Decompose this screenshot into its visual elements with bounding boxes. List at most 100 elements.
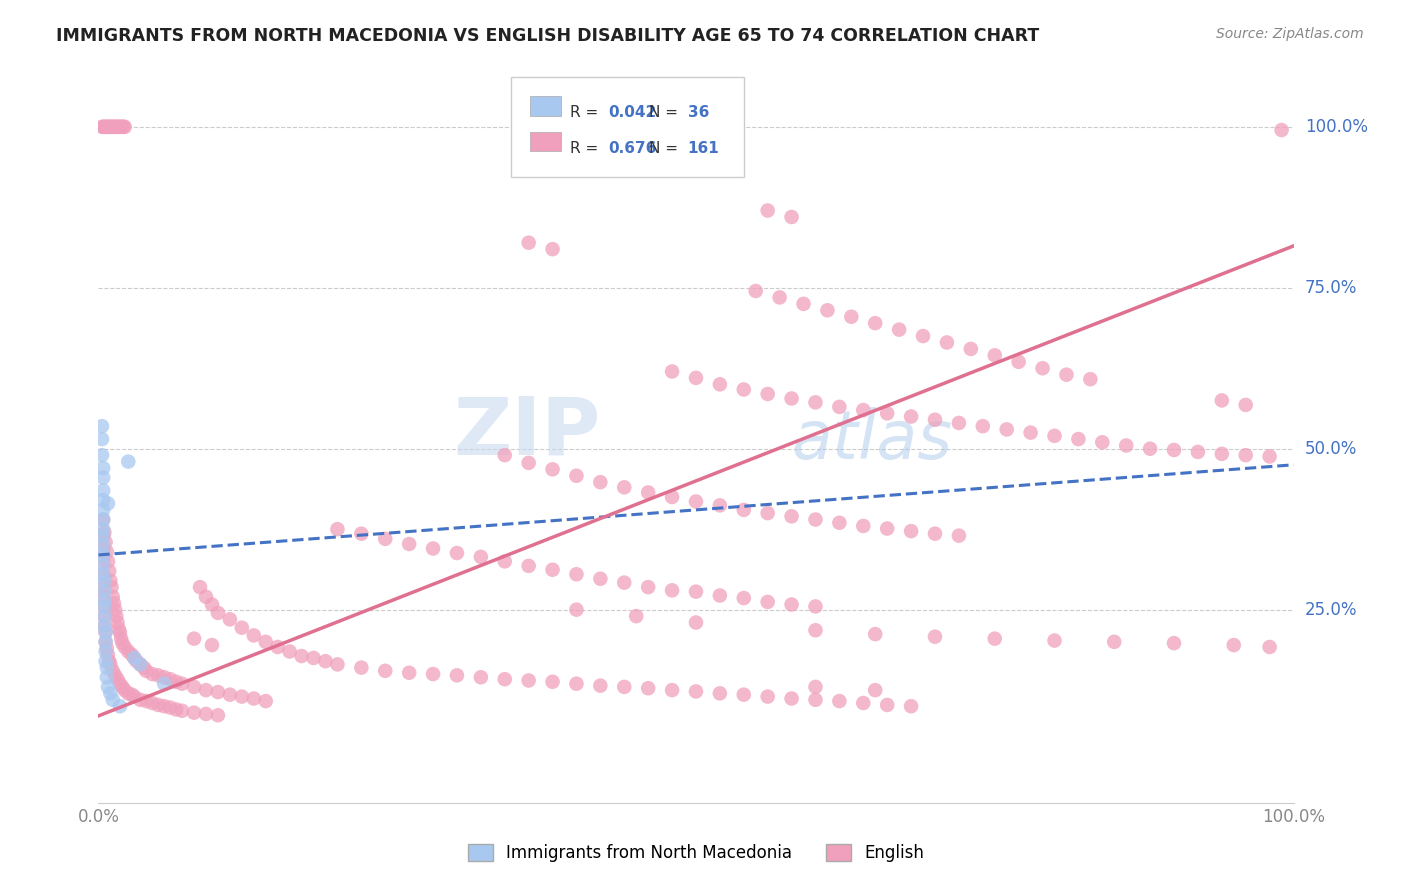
Point <box>1258 640 1281 654</box>
Point <box>97 648 120 662</box>
Point <box>1019 425 1042 440</box>
Point <box>117 686 139 700</box>
Point <box>1080 372 1102 386</box>
Text: 0.676: 0.676 <box>609 141 657 156</box>
Point <box>94 644 117 658</box>
Point <box>924 413 946 427</box>
Point <box>865 627 887 641</box>
Point <box>101 590 124 604</box>
Point <box>135 694 157 708</box>
Point <box>188 580 211 594</box>
Point <box>91 548 114 562</box>
Point <box>195 683 218 698</box>
Point <box>148 668 170 682</box>
Point <box>105 609 128 624</box>
Point <box>1067 432 1090 446</box>
Point <box>326 657 349 672</box>
Point <box>93 525 115 540</box>
Point <box>278 644 301 658</box>
Point <box>637 681 659 696</box>
Point <box>195 706 218 721</box>
Point <box>637 580 659 594</box>
Point <box>541 242 564 256</box>
Point <box>111 680 134 694</box>
Point <box>91 528 114 542</box>
Point <box>183 632 205 646</box>
Point <box>93 120 115 134</box>
Point <box>243 628 266 642</box>
Point <box>93 599 115 614</box>
Point <box>865 683 887 698</box>
Point <box>97 120 120 134</box>
Point <box>911 329 934 343</box>
Point <box>470 670 492 684</box>
Point <box>541 674 564 689</box>
Point <box>219 688 242 702</box>
Point <box>91 512 114 526</box>
Point <box>219 612 242 626</box>
Point <box>780 598 803 612</box>
Point <box>117 454 139 468</box>
Point <box>446 546 468 560</box>
Point <box>685 684 707 698</box>
Point <box>91 554 114 568</box>
Point <box>494 448 516 462</box>
Point <box>105 120 128 134</box>
Point <box>709 377 731 392</box>
Point <box>972 419 994 434</box>
Point <box>948 416 970 430</box>
Point <box>104 120 127 134</box>
Point <box>93 609 115 624</box>
Point <box>153 699 176 714</box>
Point <box>94 654 117 668</box>
Point <box>91 512 114 526</box>
Point <box>132 660 155 674</box>
Point <box>326 522 349 536</box>
Point <box>1043 429 1066 443</box>
Point <box>93 583 115 598</box>
Point <box>98 686 122 700</box>
Point <box>96 670 118 684</box>
Point <box>124 651 146 665</box>
Point <box>541 462 564 476</box>
Point <box>924 630 946 644</box>
Point <box>101 693 124 707</box>
Point <box>98 654 121 668</box>
Point <box>195 590 218 604</box>
Point <box>804 624 827 638</box>
Point <box>1234 448 1257 462</box>
Point <box>107 672 129 686</box>
Point <box>135 664 157 678</box>
Point <box>565 602 588 616</box>
Point <box>129 693 152 707</box>
Point <box>97 554 120 568</box>
Point <box>207 685 229 699</box>
Text: 36: 36 <box>688 105 709 120</box>
Point <box>661 364 683 378</box>
Point <box>589 679 612 693</box>
Point <box>756 506 779 520</box>
Point <box>91 471 114 485</box>
Point <box>267 640 290 654</box>
Point <box>1115 438 1137 452</box>
Point <box>207 606 229 620</box>
Point <box>91 590 114 604</box>
Point <box>494 554 516 568</box>
Point <box>121 688 143 702</box>
Point <box>589 475 612 490</box>
Text: ZIP: ZIP <box>453 393 600 472</box>
Point <box>94 535 117 549</box>
Point <box>852 696 875 710</box>
Point <box>93 574 115 588</box>
Point <box>1163 442 1185 457</box>
Point <box>780 509 803 524</box>
Point <box>159 672 181 686</box>
Point <box>1211 447 1233 461</box>
Text: 161: 161 <box>688 141 720 156</box>
Point <box>98 120 121 134</box>
Point <box>94 625 117 640</box>
Point <box>125 654 148 668</box>
Point <box>936 335 959 350</box>
Point <box>733 688 755 702</box>
Point <box>685 584 707 599</box>
